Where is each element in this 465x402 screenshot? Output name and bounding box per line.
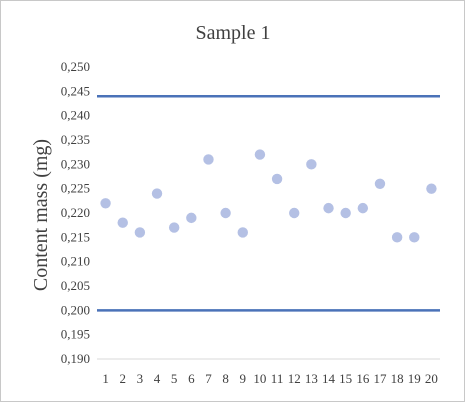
y-tick-label: 0,220: [61, 205, 90, 220]
y-tick-label: 0,225: [61, 181, 90, 196]
y-tick-label: 0,250: [61, 59, 90, 74]
y-tick-label: 0,245: [61, 83, 90, 98]
x-tick-label: 1: [102, 371, 109, 386]
data-point: [374, 178, 386, 189]
y-tick-label: 0,200: [61, 302, 90, 317]
data-point: [203, 154, 214, 165]
data-point: [254, 149, 266, 160]
x-tick-label: 15: [339, 371, 352, 386]
x-tick-label: 16: [356, 371, 370, 386]
data-point: [151, 188, 163, 199]
data-point: [117, 217, 128, 228]
y-tick-label: 0,215: [61, 229, 90, 244]
data-point: [237, 227, 248, 238]
x-tick-label: 9: [240, 371, 247, 386]
data-point: [426, 183, 437, 194]
x-tick-label: 6: [188, 371, 195, 386]
data-point: [186, 212, 197, 224]
y-tick-label: 0,195: [61, 327, 90, 342]
x-tick-label: 11: [271, 371, 284, 386]
y-tick-label: 0,240: [61, 108, 90, 123]
chart-title: Sample 1: [196, 22, 271, 44]
x-tick-label: 4: [154, 371, 161, 386]
data-point: [220, 207, 231, 219]
data-point: [271, 173, 283, 185]
x-tick-label: 3: [137, 371, 144, 386]
x-tick-label: 5: [171, 371, 178, 386]
data-point: [306, 159, 317, 170]
y-tick-label: 0,190: [61, 351, 90, 366]
y-tick-label: 0,210: [61, 254, 90, 269]
data-point: [391, 232, 403, 243]
x-tick-label: 7: [205, 371, 212, 386]
x-tick-label: 14: [322, 371, 336, 386]
data-point: [134, 227, 146, 238]
y-tick-label: 0,205: [61, 278, 90, 293]
y-tick-label: 0,235: [61, 132, 90, 147]
x-tick-label: 12: [288, 371, 301, 386]
x-tick-label: 17: [373, 371, 387, 386]
data-point: [100, 198, 111, 209]
y-axis-label: Content mass (mg): [30, 139, 52, 291]
x-tick-label: 2: [119, 371, 126, 386]
x-tick-label: 13: [305, 371, 318, 386]
x-tick-label: 19: [408, 371, 421, 386]
data-point: [409, 232, 420, 243]
data-point: [340, 207, 351, 219]
x-tick-label: 10: [253, 371, 266, 386]
data-point: [168, 222, 180, 233]
data-point: [289, 207, 300, 219]
y-tick-label: 0,230: [61, 156, 90, 171]
x-tick-label: 20: [425, 371, 438, 386]
data-point: [357, 202, 369, 214]
data-point: [323, 202, 334, 214]
x-tick-label: 8: [222, 371, 229, 386]
x-tick-label: 18: [391, 371, 404, 386]
